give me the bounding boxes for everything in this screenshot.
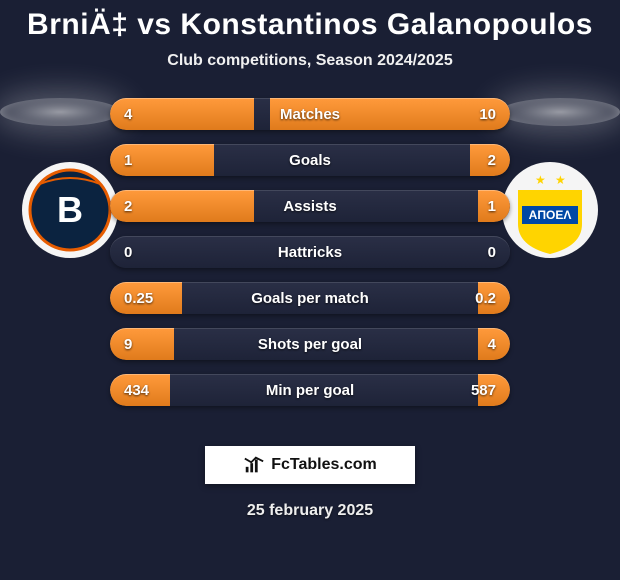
crest-left: B	[20, 160, 120, 260]
stat-row: 12Goals	[110, 144, 510, 176]
halo-right	[500, 98, 620, 126]
stat-label: Assists	[110, 198, 510, 215]
comparison-arena: B ΑΠΟΕΛ ★ ★ 410Matches 12Goals 21Assists 00…	[0, 98, 620, 428]
svg-text:B: B	[57, 189, 83, 230]
stat-row: 00Hattricks	[110, 236, 510, 268]
page-title: BrniÄ‡ vs Konstantinos Galanopoulos	[0, 0, 620, 42]
stat-label: Goals per match	[110, 290, 510, 307]
svg-text:★: ★	[555, 173, 566, 187]
basaksehir-crest-icon: B	[20, 160, 120, 260]
stats-column: 410Matches 12Goals 21Assists 00Hattricks 0.2…	[110, 98, 510, 406]
brand-text: FcTables.com	[271, 456, 377, 474]
brand-box: FcTables.com	[205, 446, 415, 484]
stat-label: Shots per goal	[110, 336, 510, 353]
page-subtitle: Club competitions, Season 2024/2025	[0, 52, 620, 70]
chart-icon	[243, 454, 265, 476]
stat-row: 21Assists	[110, 190, 510, 222]
stat-label: Hattricks	[110, 244, 510, 261]
svg-text:★: ★	[535, 173, 546, 187]
stat-row: 0.250.2Goals per match	[110, 282, 510, 314]
stat-label: Min per goal	[110, 382, 510, 399]
apoel-crest-icon: ΑΠΟΕΛ ★ ★	[500, 160, 600, 260]
stat-row: 434587Min per goal	[110, 374, 510, 406]
stat-label: Matches	[110, 106, 510, 123]
crest-right: ΑΠΟΕΛ ★ ★	[500, 160, 600, 260]
halo-left	[0, 98, 120, 126]
stat-row: 94Shots per goal	[110, 328, 510, 360]
svg-text:ΑΠΟΕΛ: ΑΠΟΕΛ	[529, 208, 572, 222]
date-text: 25 february 2025	[0, 502, 620, 520]
stat-label: Goals	[110, 152, 510, 169]
stat-row: 410Matches	[110, 98, 510, 130]
